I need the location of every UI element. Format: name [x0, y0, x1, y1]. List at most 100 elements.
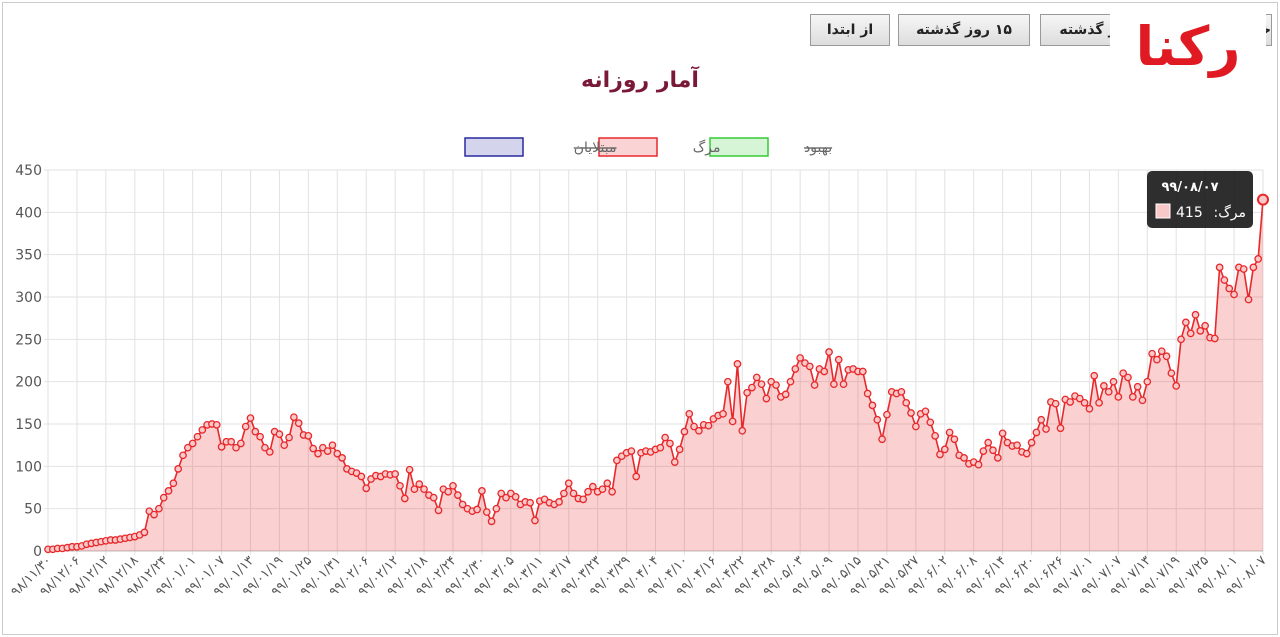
- legend-label: مرگ: [693, 138, 721, 156]
- point: [338, 454, 346, 462]
- point: [198, 426, 207, 434]
- point: [762, 394, 771, 403]
- point: [511, 492, 520, 501]
- point: [1013, 441, 1021, 450]
- point: [169, 479, 178, 488]
- point: [328, 441, 337, 450]
- point: [656, 443, 665, 452]
- y-tick-label: 450: [15, 163, 42, 179]
- button[interactable]: از ابتدا: [810, 14, 890, 46]
- point: [719, 409, 727, 418]
- point: [936, 450, 944, 459]
- point: [834, 355, 843, 364]
- point: [695, 426, 703, 435]
- point: [487, 517, 496, 526]
- point: [275, 430, 284, 439]
- legend-swatch: [598, 137, 658, 157]
- point: [839, 380, 848, 389]
- point: [748, 383, 756, 392]
- point: [482, 508, 491, 516]
- point: [675, 445, 684, 454]
- point: [174, 465, 183, 473]
- point: [1022, 449, 1031, 458]
- point: [940, 445, 949, 454]
- point: [685, 409, 694, 418]
- point: [907, 409, 915, 417]
- point: [704, 421, 713, 430]
- point: [858, 367, 867, 376]
- chart-title: آمار روزانه: [581, 65, 699, 93]
- point: [723, 377, 732, 386]
- point: [241, 422, 250, 431]
- point: [444, 487, 453, 496]
- point: [743, 388, 751, 397]
- y-tick-label: 100: [15, 459, 42, 475]
- point: [1056, 424, 1065, 433]
- point: [526, 498, 534, 507]
- point: [531, 516, 539, 525]
- point: [1196, 327, 1205, 335]
- point: [1143, 377, 1152, 386]
- point: [502, 493, 510, 502]
- point: [627, 447, 636, 455]
- y-tick-label: 350: [15, 248, 42, 264]
- legend-label: مبتلایان: [574, 140, 617, 156]
- point: [1037, 415, 1046, 424]
- point: [945, 428, 954, 437]
- y-tick-label: 50: [24, 502, 42, 518]
- legend-swatch: [464, 137, 524, 157]
- point: [1114, 393, 1123, 401]
- point: [405, 465, 414, 474]
- point: [246, 414, 255, 422]
- point: [1109, 377, 1118, 386]
- point: [391, 470, 399, 478]
- point: [863, 389, 872, 398]
- point: [362, 484, 371, 493]
- point: [1032, 428, 1041, 437]
- legend-swatch: [709, 137, 769, 157]
- logo: رکنا: [1110, 8, 1266, 84]
- tooltip-label: مرگ:: [1214, 203, 1246, 221]
- point: [825, 348, 833, 356]
- y-tick-label: 400: [15, 205, 42, 221]
- point: [830, 380, 838, 389]
- point: [357, 472, 366, 481]
- point: [473, 505, 481, 514]
- point: [1133, 382, 1142, 391]
- point: [1244, 295, 1253, 304]
- point: [212, 420, 221, 429]
- button[interactable]: ۱۵ روز گذشته: [898, 14, 1030, 46]
- point: [1042, 425, 1050, 433]
- y-tick-label: 0: [33, 544, 42, 560]
- point: [598, 485, 607, 494]
- point: [304, 432, 313, 440]
- point: [974, 460, 983, 469]
- point: [1182, 318, 1190, 327]
- point: [497, 489, 506, 498]
- point: [400, 494, 409, 503]
- point: [757, 380, 766, 389]
- point: [1153, 355, 1161, 364]
- point: [680, 427, 689, 436]
- point: [458, 500, 467, 509]
- point: [1162, 352, 1171, 361]
- point: [560, 489, 568, 498]
- point: [1128, 393, 1137, 401]
- point: [603, 479, 612, 488]
- point: [728, 417, 737, 426]
- point: [1186, 329, 1195, 338]
- point: [690, 422, 698, 431]
- tooltip-swatch: [1155, 203, 1171, 219]
- point: [733, 360, 742, 368]
- point: [193, 432, 202, 441]
- point: [796, 354, 804, 362]
- point: [868, 401, 877, 410]
- point: [1177, 335, 1185, 344]
- point: [323, 447, 332, 455]
- point: [786, 377, 795, 386]
- point: [1104, 387, 1113, 396]
- point: [478, 487, 486, 495]
